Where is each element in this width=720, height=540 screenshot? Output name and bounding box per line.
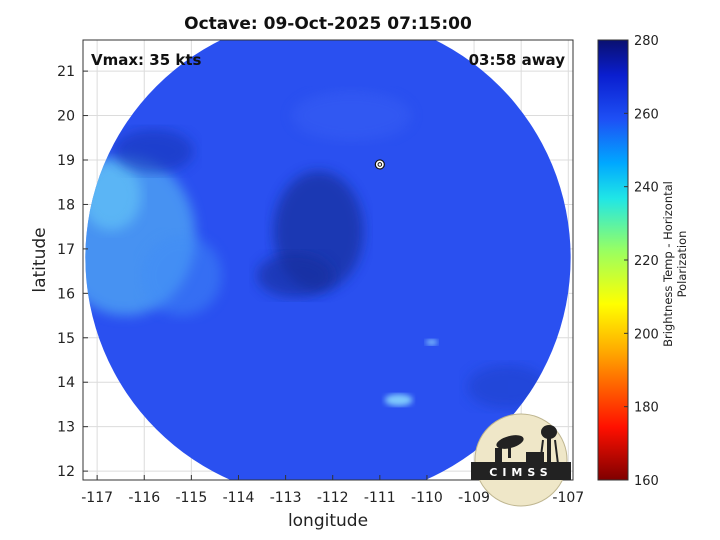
swath-patch — [425, 339, 438, 346]
x-tick-label: -117 — [81, 490, 113, 506]
axes-frame — [82, 39, 574, 481]
y-tick-label: 15 — [57, 331, 75, 347]
y-tick-label: 20 — [57, 109, 75, 125]
y-tick-labels: 12 13 14 15 16 17 18 19 20 21 — [57, 64, 88, 480]
time-away-label: 03:58 away — [468, 51, 565, 69]
x-axis-label: longitude — [287, 511, 369, 531]
storm-center-marker — [374, 159, 385, 170]
brightness-temperature-swath — [85, 40, 571, 480]
y-tick-label: 12 — [57, 464, 75, 480]
swath-patch — [113, 129, 194, 174]
colorbar-tick-label: 280 — [634, 34, 659, 49]
storm-center-ring — [374, 159, 385, 170]
x-tick-label: -107 — [552, 490, 584, 506]
colorbar-tick-label: 200 — [634, 327, 659, 342]
swath-patch — [291, 90, 412, 141]
y-axis-label: latitude — [30, 227, 50, 293]
x-tick-label: -110 — [411, 490, 443, 506]
y-tick-label: 19 — [57, 153, 75, 169]
vmax-label: Vmax: 35 kts — [91, 51, 202, 69]
x-tick-label: -112 — [317, 490, 349, 506]
colorbar — [597, 39, 629, 481]
colorbar-tick-label: 180 — [634, 401, 659, 416]
colorbar-tick-label: 240 — [634, 181, 659, 196]
figure-title: Octave: 09-Oct-2025 07:15:00 — [184, 14, 472, 34]
x-tick-label: -113 — [270, 490, 302, 506]
colorbar-label: Brightness Temp - Horizontal Polarizatio… — [661, 181, 689, 347]
y-tick-label: 18 — [57, 197, 75, 213]
swath-patch — [384, 394, 413, 406]
logo-text: CIMSS — [489, 466, 552, 479]
colorbar-ticks: 160 180 200 220 240 260 280 — [624, 34, 659, 489]
cimss-logo: CIMSS — [471, 413, 571, 507]
swath-patch — [141, 235, 222, 316]
y-tick-label: 17 — [57, 242, 75, 258]
x-tick-label: -111 — [364, 490, 396, 506]
swath-patches — [85, 90, 548, 409]
storm-center-dot — [377, 162, 383, 167]
y-tick-label: 14 — [57, 375, 75, 391]
swath-patch — [257, 253, 334, 298]
x-tick-label: -109 — [458, 490, 490, 506]
y-tick-label: 16 — [57, 286, 75, 302]
colorbar-tick-label: 220 — [634, 254, 659, 269]
y-tick-label: 13 — [57, 420, 75, 436]
x-tick-label: -114 — [223, 490, 255, 506]
y-tick-label: 21 — [57, 64, 75, 80]
x-tick-label: -116 — [128, 490, 160, 506]
colorbar-tick-label: 260 — [634, 107, 659, 122]
x-tick-label: -115 — [175, 490, 207, 506]
colorbar-tick-label: 160 — [634, 474, 659, 489]
